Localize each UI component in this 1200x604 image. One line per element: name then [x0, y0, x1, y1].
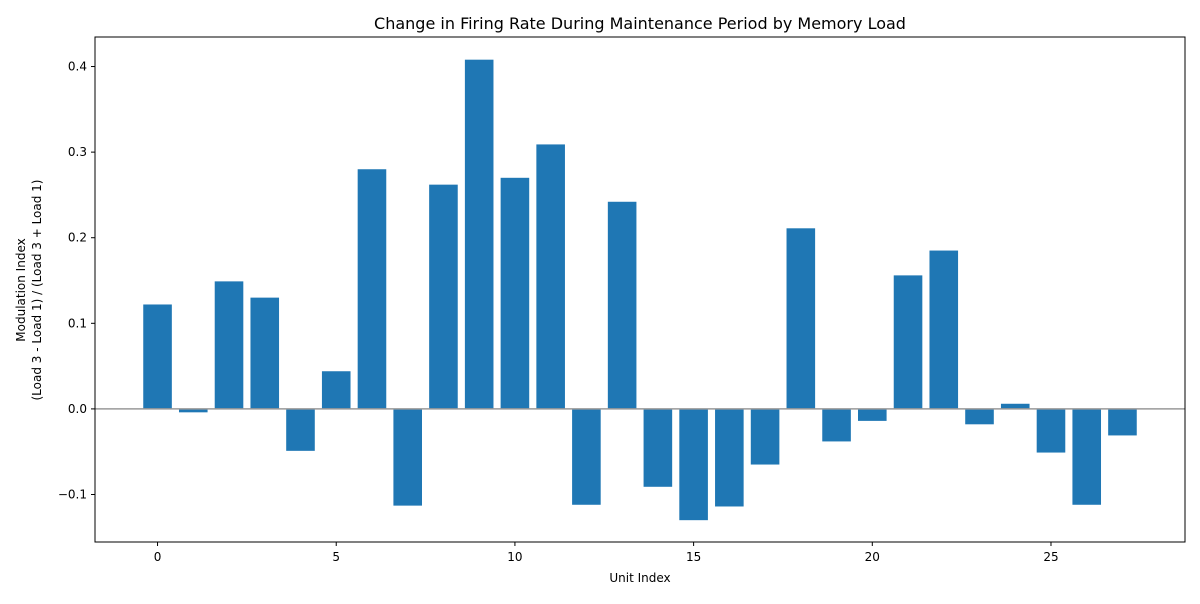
bar-unit-23: [965, 408, 994, 425]
bar-unit-1: [178, 408, 208, 413]
x-tick-label: 20: [865, 550, 880, 564]
x-tick-label: 0: [154, 550, 162, 564]
bar-unit-25: [1036, 408, 1066, 453]
bar-unit-26: [1072, 408, 1102, 505]
bar-unit-7: [393, 408, 422, 506]
bar-unit-20: [858, 408, 887, 421]
bar-unit-9: [464, 59, 494, 409]
bar-unit-13: [607, 201, 637, 409]
x-axis-label: Unit Index: [609, 571, 670, 585]
bar-unit-27: [1108, 408, 1137, 436]
bar-unit-3: [250, 297, 280, 409]
y-axis-ticks: −0.1 0.0 0.1 0.2 0.3 0.4: [58, 60, 95, 501]
bar-unit-0: [143, 304, 172, 409]
axes-frame: [94, 36, 1186, 543]
y-tick-label: 0.0: [68, 402, 87, 416]
bar-unit-2: [214, 281, 244, 409]
x-axis-ticks: 0 5 10 15 20 25: [154, 542, 1059, 564]
bar-unit-6: [357, 169, 387, 409]
bar-unit-17: [750, 408, 780, 465]
bars-group: [143, 59, 1137, 521]
bar-unit-22: [929, 250, 959, 409]
bar-unit-14: [643, 408, 673, 487]
x-tick-label: 10: [507, 550, 522, 564]
y-axis-label-line1: Modulation Index: [14, 238, 28, 341]
y-tick-label: −0.1: [58, 487, 87, 501]
y-tick-label: 0.4: [68, 60, 87, 74]
bar-unit-5: [321, 371, 351, 409]
bar-unit-10: [500, 177, 530, 409]
bar-unit-8: [429, 184, 458, 409]
bar-unit-21: [893, 275, 923, 409]
bar-unit-11: [536, 144, 565, 409]
y-tick-label: 0.1: [68, 316, 87, 330]
bar-unit-4: [286, 408, 315, 451]
bar-unit-16: [715, 408, 744, 507]
bar-unit-12: [572, 408, 601, 505]
y-axis-label-line2: (Load 3 - Load 1) / (Load 3 + Load 1): [30, 180, 44, 401]
bar-unit-19: [822, 408, 851, 442]
chart-title: Change in Firing Rate During Maintenance…: [374, 14, 906, 33]
x-tick-label: 25: [1043, 550, 1058, 564]
y-tick-label: 0.2: [68, 231, 87, 245]
y-tick-label: 0.3: [68, 145, 87, 159]
bar-unit-18: [786, 228, 816, 409]
bar-unit-15: [679, 408, 708, 521]
x-tick-label: 5: [332, 550, 340, 564]
bar-unit-24: [1000, 403, 1030, 409]
x-tick-label: 15: [686, 550, 701, 564]
